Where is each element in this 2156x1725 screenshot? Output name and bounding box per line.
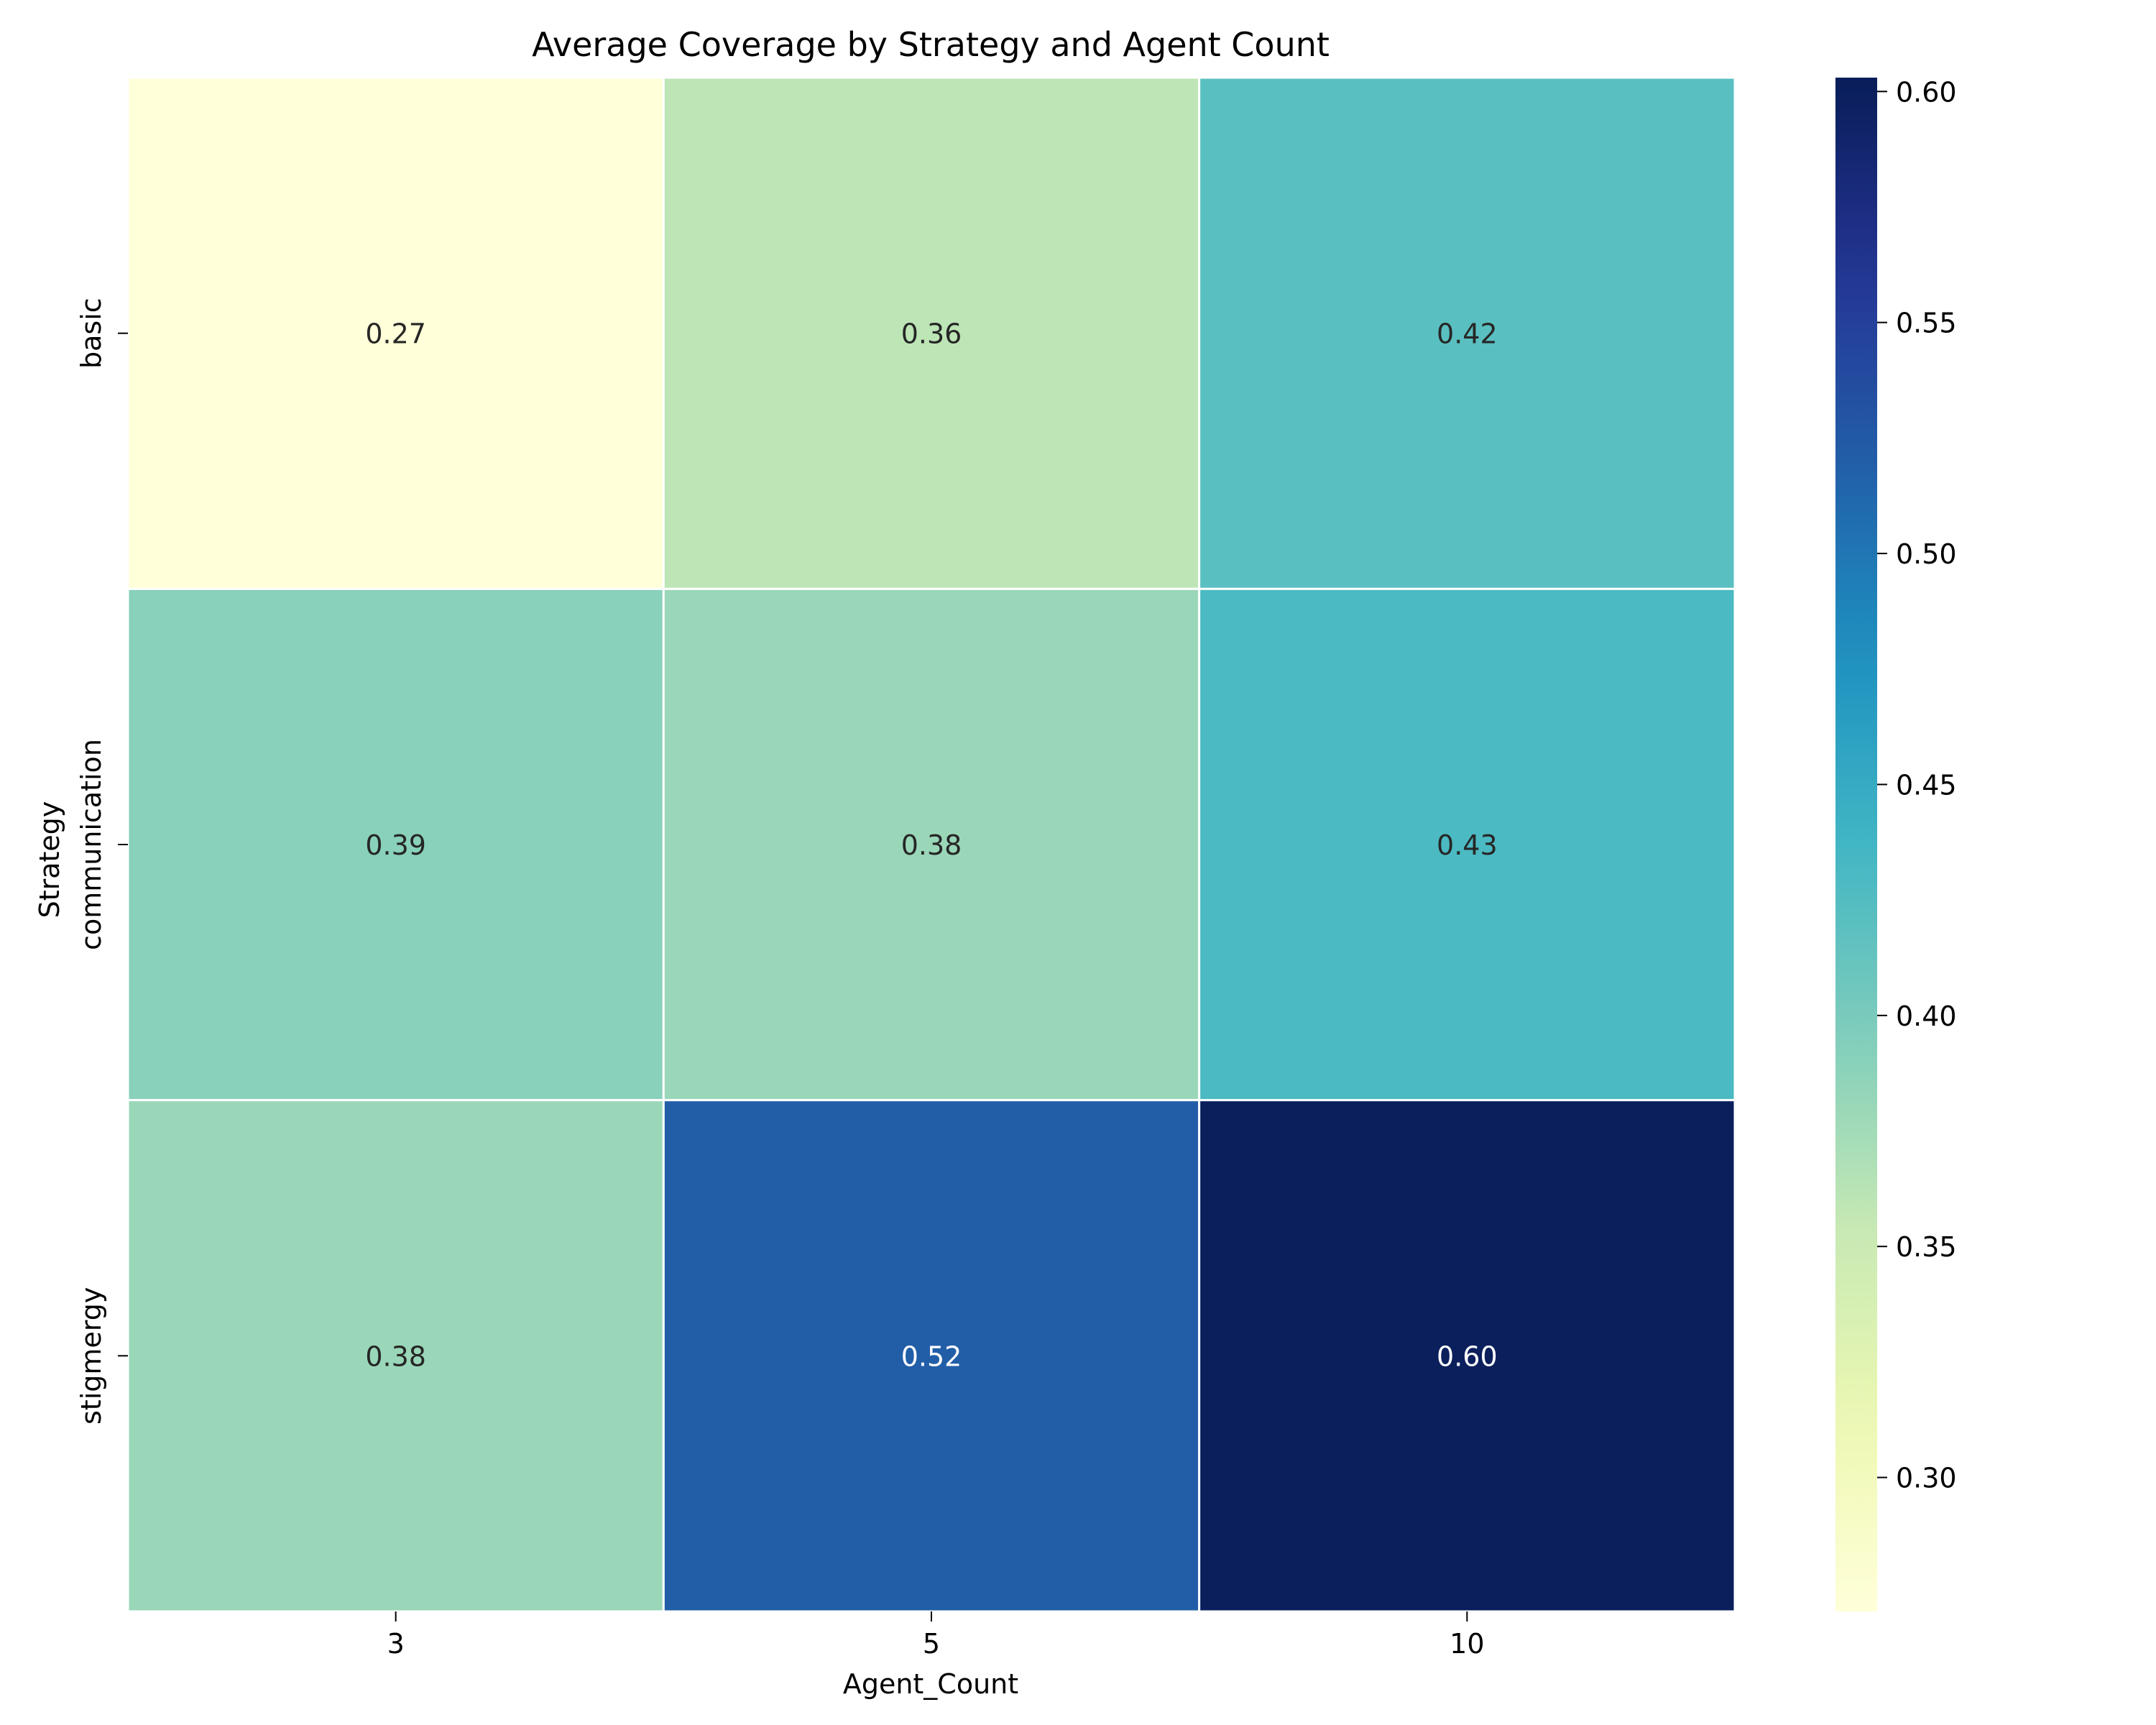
- heatmap-cells: [126, 76, 1736, 1613]
- x-tick-label: 10: [1450, 1628, 1484, 1660]
- colorbar-gradient: [1835, 78, 1877, 1611]
- x-axis: 3 5 10: [387, 1611, 1485, 1660]
- heatmap-cell: [1198, 587, 1736, 1102]
- colorbar: 0.30 0.35 0.40 0.45 0.50 0.55 0.60: [1835, 76, 1957, 1611]
- y-tick-label: basic: [75, 298, 107, 369]
- heatmap-cell: [1198, 76, 1736, 590]
- heatmap-cell-label: 0.36: [901, 318, 962, 350]
- y-tick-label: stigmergy: [75, 1287, 107, 1425]
- colorbar-tick-label: 0.55: [1896, 308, 1957, 339]
- colorbar-tick-label: 0.45: [1896, 769, 1957, 801]
- x-tick-label: 5: [923, 1628, 940, 1660]
- heatmap-cell: [662, 76, 1201, 590]
- heatmap-cell-label: 0.60: [1437, 1340, 1498, 1372]
- heatmap-cell: [1198, 1099, 1736, 1613]
- heatmap-cell: [126, 76, 665, 590]
- heatmap-cell-labels: 0.27 0.36 0.42 0.39 0.38 0.43 0.38 0.52 0.60: [365, 318, 1497, 1373]
- heatmap-cell-label: 0.43: [1437, 829, 1498, 861]
- colorbar-tick-label: 0.30: [1896, 1463, 1957, 1494]
- colorbar-tick-label: 0.60: [1896, 76, 1957, 108]
- chart-title: Average Coverage by Strategy and Agent C…: [532, 25, 1330, 64]
- y-axis: basic communication stigmergy: [75, 298, 128, 1425]
- y-tick-label: communication: [75, 739, 107, 950]
- colorbar-tick-label: 0.50: [1896, 538, 1957, 570]
- heatmap-cell-label: 0.52: [901, 1340, 962, 1372]
- y-axis-label: Strategy: [34, 801, 65, 919]
- colorbar-tick-label: 0.40: [1896, 1000, 1957, 1032]
- heatmap-cell: [126, 587, 665, 1102]
- heatmap-cell-label: 0.38: [901, 829, 962, 861]
- x-tick-label: 3: [387, 1628, 405, 1660]
- heatmap-cell-label: 0.38: [365, 1340, 426, 1372]
- heatmap-cell: [126, 1099, 665, 1613]
- heatmap-cell-label: 0.39: [365, 829, 426, 861]
- heatmap-cell: [662, 1099, 1201, 1613]
- heatmap-cell-label: 0.42: [1437, 318, 1498, 350]
- heatmap-cell-label: 0.27: [365, 318, 426, 350]
- colorbar-tick-label: 0.35: [1896, 1231, 1957, 1263]
- x-axis-label: Agent_Count: [843, 1668, 1018, 1700]
